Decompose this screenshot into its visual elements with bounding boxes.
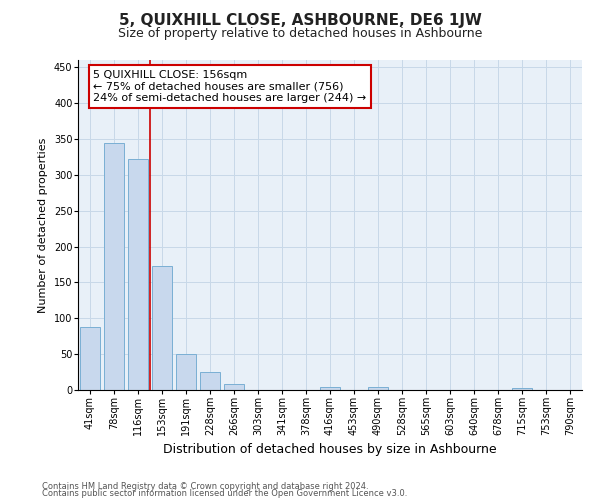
Bar xyxy=(368,387,388,390)
Text: 5 QUIXHILL CLOSE: 156sqm
← 75% of detached houses are smaller (756)
24% of semi-: 5 QUIXHILL CLOSE: 156sqm ← 75% of detach… xyxy=(93,70,367,103)
Text: 5, QUIXHILL CLOSE, ASHBOURNE, DE6 1JW: 5, QUIXHILL CLOSE, ASHBOURNE, DE6 1JW xyxy=(119,12,481,28)
Bar xyxy=(320,387,340,390)
Bar xyxy=(80,327,100,390)
Bar xyxy=(128,159,148,390)
Bar xyxy=(176,354,196,390)
Text: Contains HM Land Registry data © Crown copyright and database right 2024.: Contains HM Land Registry data © Crown c… xyxy=(42,482,368,491)
Bar xyxy=(512,388,532,390)
Bar xyxy=(224,384,244,390)
Text: Contains public sector information licensed under the Open Government Licence v3: Contains public sector information licen… xyxy=(42,489,407,498)
Y-axis label: Number of detached properties: Number of detached properties xyxy=(38,138,48,312)
Bar xyxy=(104,142,124,390)
X-axis label: Distribution of detached houses by size in Ashbourne: Distribution of detached houses by size … xyxy=(163,444,497,456)
Bar xyxy=(200,372,220,390)
Text: Size of property relative to detached houses in Ashbourne: Size of property relative to detached ho… xyxy=(118,28,482,40)
Bar xyxy=(152,266,172,390)
